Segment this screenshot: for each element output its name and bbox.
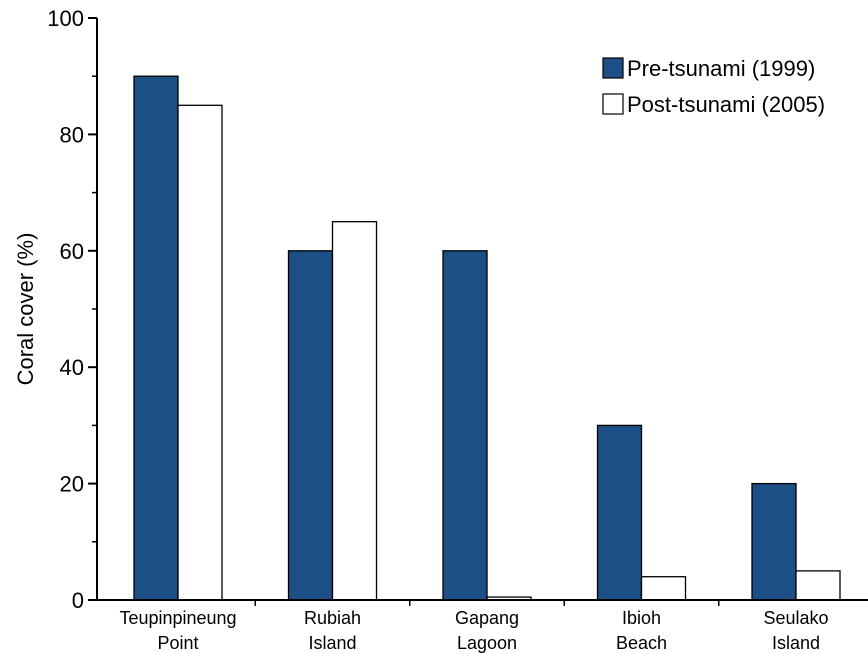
x-category-label: Rubiah — [304, 608, 361, 628]
y-tick-label: 20 — [60, 472, 84, 497]
x-category-label: Teupinpineung — [119, 608, 236, 628]
x-category-label: Point — [157, 633, 198, 653]
y-tick-label: 40 — [60, 355, 84, 380]
y-axis-title: Coral cover (%) — [13, 233, 38, 386]
x-category-label: Beach — [616, 633, 667, 653]
bar-post-4 — [795, 570, 841, 601]
legend-label-post: Post-tsunami (2005) — [627, 92, 825, 117]
x-category-label: Island — [772, 633, 820, 653]
legend-swatch-pre — [602, 57, 624, 79]
y-ticks-layer: 0 20 40 60 80 100 — [47, 6, 97, 613]
x-category-label: Gapang — [455, 608, 519, 628]
y-tick-label: 80 — [60, 122, 84, 147]
bar-post-1 — [331, 221, 378, 601]
bar-post-3 — [640, 576, 687, 601]
y-tick-label: 60 — [60, 239, 84, 264]
bars-layer — [133, 75, 841, 601]
y-tick-label: 0 — [72, 588, 84, 613]
legend-swatch-post — [602, 93, 624, 115]
x-category-label: Ibioh — [622, 608, 661, 628]
y-tick-label: 100 — [47, 6, 84, 31]
bar-pre-0 — [133, 75, 179, 601]
x-category-label: Lagoon — [457, 633, 517, 653]
bar-pre-2 — [442, 250, 488, 601]
bar-pre-1 — [287, 250, 334, 601]
bar-pre-3 — [596, 424, 643, 601]
bar-post-0 — [177, 104, 223, 601]
legend-label-pre: Pre-tsunami (1999) — [627, 56, 815, 81]
legend: Pre-tsunami (1999) Post-tsunami (2005) — [602, 56, 825, 117]
x-ticks-layer: Teupinpineung Point Rubiah Island Gapang Lago… — [119, 600, 829, 653]
x-category-label: Seulako — [763, 608, 828, 628]
x-category-label: Island — [308, 633, 356, 653]
bar-pre-4 — [751, 482, 797, 601]
